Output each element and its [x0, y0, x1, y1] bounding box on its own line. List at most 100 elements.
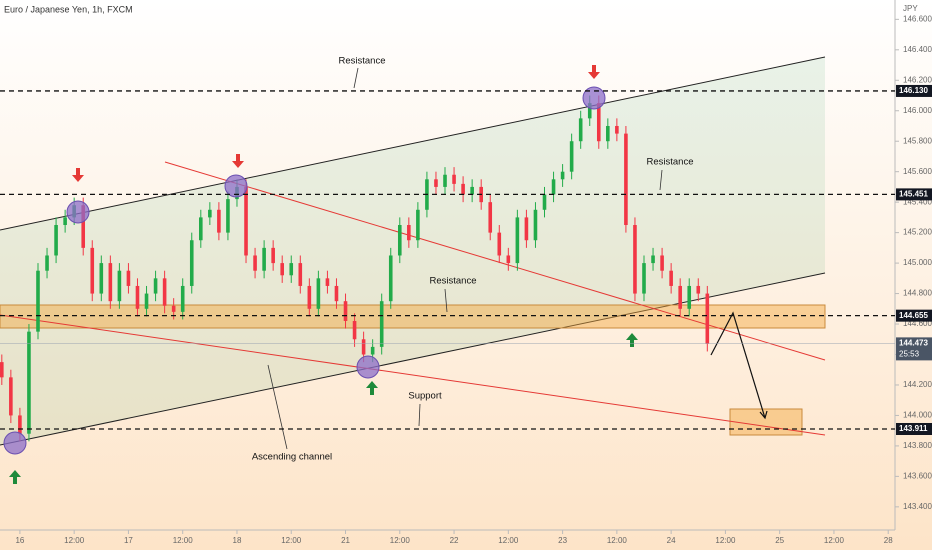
level-label-box — [896, 84, 932, 97]
channel-fill — [0, 57, 825, 445]
candle-body — [271, 247, 275, 264]
annotation: Resistance — [647, 157, 694, 168]
x-tick-label: 25 — [775, 536, 784, 545]
candle-body — [54, 225, 58, 256]
candle-body — [36, 270, 40, 332]
x-tick-label: 17 — [124, 536, 133, 545]
candle-body — [198, 217, 203, 241]
candle-body — [171, 305, 176, 312]
candle-body — [325, 278, 330, 286]
candle-body — [587, 103, 592, 119]
candle-body — [126, 270, 131, 286]
x-tick-label: 12:00 — [498, 536, 519, 545]
candle-body — [651, 255, 655, 264]
candle-body — [624, 133, 628, 226]
candle-body — [153, 278, 158, 294]
candle-body — [144, 293, 149, 309]
y-tick-label: 146.200 — [903, 75, 932, 84]
candle-body — [244, 186, 248, 256]
candle-body — [27, 331, 31, 434]
down-arrow — [72, 168, 84, 182]
candle-body — [542, 194, 547, 210]
candle-body — [606, 125, 610, 142]
zone — [0, 304, 826, 329]
projection-head — [759, 410, 768, 420]
candle-body — [180, 285, 185, 312]
candle-body — [99, 263, 104, 294]
y-tick-label: 144.600 — [903, 319, 932, 328]
candle-body — [506, 255, 511, 264]
candle-body — [497, 232, 502, 256]
down-arrow — [588, 65, 600, 79]
x-tick-label: 21 — [341, 536, 350, 545]
candle-body — [397, 225, 402, 256]
pointer — [353, 67, 359, 89]
candle-body — [443, 174, 447, 187]
y-tick-label: 143.800 — [903, 441, 932, 450]
pivot-circle — [3, 431, 27, 455]
x-tick-label: 18 — [233, 536, 242, 545]
candle-body — [280, 263, 285, 276]
candle-body — [90, 247, 95, 294]
x-tick-label: 24 — [667, 536, 676, 545]
candle-body — [108, 263, 113, 302]
candle-body — [388, 255, 393, 302]
y-tick-label: 146.600 — [903, 14, 932, 23]
candle-body — [696, 285, 701, 294]
candle-body — [18, 415, 22, 434]
y-tick-label: 145.400 — [903, 197, 932, 206]
x-tick-label: 12:00 — [607, 536, 628, 545]
candle-body — [361, 339, 366, 355]
candle-body — [0, 362, 4, 378]
pivot-circle — [66, 200, 90, 224]
candle-body — [262, 247, 266, 271]
pointer — [659, 169, 663, 191]
level-label: 146.130 — [899, 86, 928, 95]
candle-body — [343, 301, 348, 321]
candle-body — [470, 186, 474, 195]
countdown: 25:53 — [899, 349, 920, 358]
candle-body — [307, 285, 312, 309]
y-tick-label: 144.200 — [903, 380, 932, 389]
candle-body — [226, 199, 230, 233]
pivot-circle — [224, 174, 248, 198]
candle-body — [569, 141, 574, 172]
y-tick-label: 143.600 — [903, 471, 932, 480]
down-arrow — [232, 154, 244, 168]
y-tick-label: 146.000 — [903, 106, 932, 115]
candle-body — [452, 174, 456, 184]
candle-body — [551, 179, 556, 195]
y-tick-label: 144.800 — [903, 289, 932, 298]
annotation-pointers — [267, 67, 663, 450]
up-arrow — [626, 333, 638, 347]
y-tick-label: 145.600 — [903, 167, 932, 176]
candle-body — [533, 209, 538, 241]
x-tick-label: 23 — [558, 536, 567, 545]
candle-body — [633, 225, 637, 294]
candle-body — [189, 240, 194, 286]
pivot-circle — [356, 355, 380, 379]
candle-body — [370, 346, 375, 355]
last-price-label: 144.473 — [899, 338, 928, 347]
candle-body — [316, 278, 321, 309]
annotation: Support — [408, 391, 442, 402]
candle-body — [117, 270, 122, 302]
x-tick-label: 12:00 — [390, 536, 411, 545]
candle-body — [253, 255, 257, 271]
candle-body — [461, 183, 465, 195]
x-tick-label: 12:00 — [824, 536, 845, 545]
candle-body — [352, 320, 357, 340]
currency: JPY — [903, 4, 918, 13]
x-tick-label: 12:00 — [715, 536, 736, 545]
x-tick-label: 22 — [450, 536, 459, 545]
candle-body — [379, 301, 384, 347]
candle-body — [669, 270, 673, 286]
candle-body — [416, 209, 420, 241]
candle-body — [334, 285, 339, 302]
level-label-box — [896, 309, 932, 322]
pivot-circle — [582, 86, 606, 110]
candle-body — [705, 293, 710, 344]
candle-body — [162, 278, 167, 306]
y-tick-label: 145.800 — [903, 136, 932, 145]
